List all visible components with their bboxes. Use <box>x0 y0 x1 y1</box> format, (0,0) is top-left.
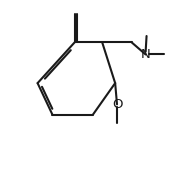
Text: N: N <box>141 48 150 61</box>
Text: O: O <box>112 98 122 111</box>
